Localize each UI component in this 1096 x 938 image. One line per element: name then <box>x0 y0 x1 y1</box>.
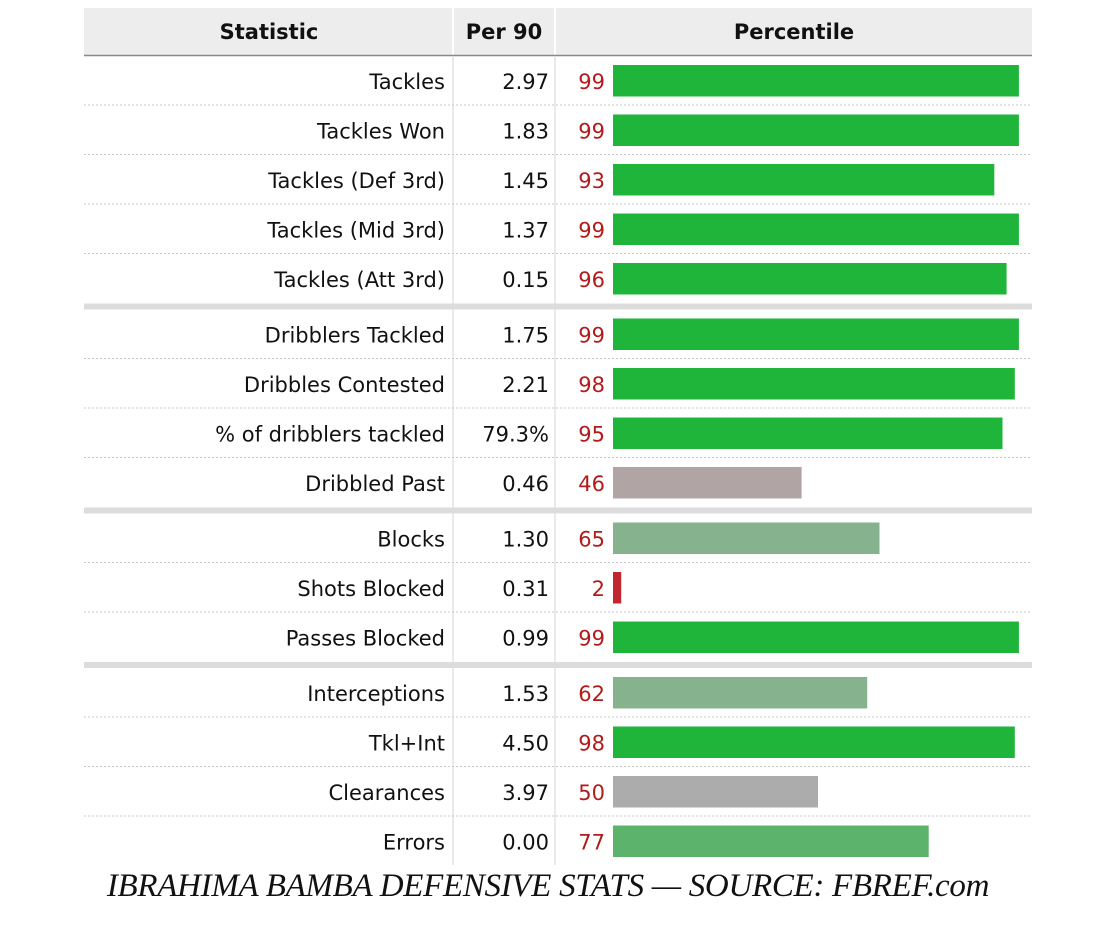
percentile-value: 2 <box>592 577 605 601</box>
percentile-value: 99 <box>578 323 605 347</box>
per90-value: 0.31 <box>502 577 549 601</box>
percentile-bar <box>613 114 1019 146</box>
percentile-bar <box>613 825 929 857</box>
percentile-bar <box>613 263 1007 295</box>
percentile-value: 77 <box>578 830 605 854</box>
per90-value: 2.21 <box>502 373 549 397</box>
percentile-value: 46 <box>578 472 605 496</box>
table-row: Tackles Won 1.83 99 <box>84 105 1032 155</box>
percentile-bar <box>613 726 1015 758</box>
per90-value: 1.53 <box>502 682 549 706</box>
table-row: Tackles (Def 3rd) 1.45 93 <box>84 155 1032 205</box>
table-row: Shots Blocked 0.31 2 <box>84 563 1032 613</box>
table-row: Clearances 3.97 50 <box>84 767 1032 817</box>
percentile-bar <box>613 65 1019 97</box>
percentile-value: 99 <box>578 119 605 143</box>
percentile-value: 96 <box>578 268 605 292</box>
per90-value: 3.97 <box>502 781 549 805</box>
stat-name: Tkl+Int <box>368 731 445 755</box>
group-separator <box>84 662 1032 668</box>
percentile-value: 98 <box>578 731 605 755</box>
table-row: Tackles (Mid 3rd) 1.37 99 <box>84 204 1032 254</box>
percentile-bar <box>613 572 622 604</box>
percentile-value: 62 <box>578 682 605 706</box>
stat-name: Clearances <box>328 781 445 805</box>
group-separator <box>84 507 1032 514</box>
per90-value: 1.37 <box>502 218 549 242</box>
stat-name: Tackles (Mid 3rd) <box>266 218 445 242</box>
stat-name: Blocks <box>377 527 445 551</box>
stat-name: Tackles <box>368 70 445 94</box>
stat-name: % of dribblers tackled <box>215 422 445 446</box>
per90-value: 0.46 <box>502 472 549 496</box>
group-separator <box>84 303 1032 310</box>
per90-value: 79.3% <box>482 422 549 446</box>
stat-name: Tackles (Def 3rd) <box>267 169 445 193</box>
table-row: Blocks 1.30 65 <box>84 513 1032 563</box>
table-body: Tackles 2.97 99 Tackles Won 1.83 99 Tackles (D… <box>84 56 1032 865</box>
table-row: Errors 0.00 77 <box>383 816 929 865</box>
table-row: Dribbled Past 0.46 46 <box>305 458 802 508</box>
percentile-value: 93 <box>578 169 605 193</box>
percentile-value: 99 <box>578 70 605 94</box>
header-statistic: Statistic <box>220 20 319 44</box>
table-row: Dribblers Tackled 1.75 99 <box>84 309 1032 359</box>
table-row: Interceptions 1.53 62 <box>84 668 1032 718</box>
table-row: Tackles 2.97 99 <box>84 56 1032 106</box>
per90-value: 4.50 <box>502 731 549 755</box>
percentile-value: 65 <box>578 527 605 551</box>
percentile-bar <box>613 318 1019 350</box>
table-row: % of dribblers tackled 79.3% 95 <box>84 408 1032 458</box>
defensive-stats-chart: Statistic Per 90 Percentile Tackles 2.97 99T… <box>84 8 1032 865</box>
stat-name: Interceptions <box>307 682 445 706</box>
table-row: Tackles (Att 3rd) 0.15 96 <box>273 254 1007 304</box>
header-percentile: Percentile <box>734 20 854 44</box>
per90-value: 1.30 <box>502 527 549 551</box>
stat-name: Passes Blocked <box>286 626 445 650</box>
per90-value: 1.45 <box>502 169 549 193</box>
table-row: Dribbles Contested 2.21 98 <box>84 359 1032 409</box>
per90-value: 1.75 <box>502 323 549 347</box>
per90-value: 2.97 <box>502 70 549 94</box>
chart-caption: IBRAHIMA BAMBA DEFENSIVE STATS — SOURCE:… <box>106 868 990 904</box>
table-row: Passes Blocked 0.99 99 <box>286 612 1019 662</box>
percentile-bar <box>613 417 1003 449</box>
percentile-bar <box>613 164 995 196</box>
stat-name: Errors <box>383 830 445 854</box>
per90-value: 0.99 <box>502 626 549 650</box>
percentile-bar <box>613 621 1019 653</box>
table-row: Tkl+Int 4.50 98 <box>84 717 1032 767</box>
stat-name: Dribblers Tackled <box>265 323 445 347</box>
per90-value: 0.15 <box>502 268 549 292</box>
percentile-value: 99 <box>578 218 605 242</box>
stat-name: Dribbled Past <box>305 472 445 496</box>
percentile-bar <box>613 677 868 709</box>
percentile-bar <box>613 467 802 499</box>
percentile-bar <box>613 213 1019 245</box>
percentile-value: 95 <box>578 422 605 446</box>
per90-value: 0.00 <box>502 830 549 854</box>
stat-name: Tackles (Att 3rd) <box>273 268 445 292</box>
table-header: Statistic Per 90 Percentile <box>84 8 1032 57</box>
header-per90: Per 90 <box>466 20 543 44</box>
percentile-bar <box>613 368 1015 400</box>
stat-name: Tackles Won <box>316 119 445 143</box>
percentile-bar <box>613 522 880 554</box>
stat-name: Dribbles Contested <box>244 373 445 397</box>
header-background <box>84 8 1032 56</box>
percentile-value: 50 <box>578 781 605 805</box>
percentile-value: 99 <box>578 626 605 650</box>
percentile-value: 98 <box>578 373 605 397</box>
per90-value: 1.83 <box>502 119 549 143</box>
stat-name: Shots Blocked <box>297 577 445 601</box>
percentile-bar <box>613 776 818 808</box>
